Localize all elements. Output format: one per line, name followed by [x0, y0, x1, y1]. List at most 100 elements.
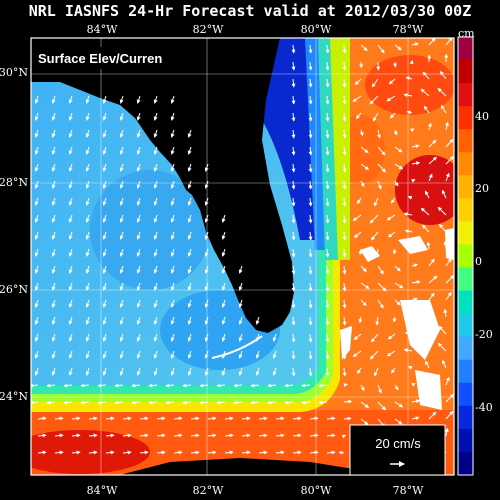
colorbar-swatch	[458, 37, 473, 61]
current-vector	[46, 383, 56, 388]
current-vector	[68, 180, 73, 189]
current-vector	[122, 433, 132, 438]
current-vector	[46, 400, 56, 405]
current-vector	[221, 333, 226, 342]
current-vector	[352, 350, 362, 357]
current-vector	[387, 333, 396, 340]
current-vector	[422, 71, 430, 80]
current-vector	[85, 248, 90, 257]
current-vector	[444, 427, 449, 437]
current-vector	[85, 265, 90, 274]
current-vector	[37, 416, 47, 421]
current-vector	[136, 282, 141, 291]
current-vector	[119, 265, 124, 274]
current-vector	[291, 316, 296, 326]
current-vector	[445, 257, 452, 267]
current-vector	[204, 333, 209, 342]
current-vector	[34, 282, 39, 291]
current-vector	[308, 129, 313, 139]
current-vector	[102, 282, 107, 291]
current-vector	[187, 282, 192, 291]
current-vector	[85, 299, 90, 308]
current-vector	[308, 112, 313, 122]
current-vector	[51, 146, 56, 155]
current-vector	[360, 146, 369, 153]
current-vector	[308, 265, 313, 275]
colorbar-swatch	[458, 313, 473, 338]
current-vector	[51, 367, 56, 376]
current-vector	[34, 163, 39, 172]
current-vector	[153, 265, 158, 274]
current-vector	[445, 393, 454, 403]
current-vector	[342, 299, 347, 309]
current-vector	[51, 214, 56, 223]
current-vector	[136, 112, 141, 121]
lat-label-24: 24°N	[0, 390, 28, 403]
current-vector	[438, 223, 447, 233]
current-vector	[136, 350, 141, 359]
current-vector	[318, 400, 328, 405]
current-vector	[136, 197, 141, 206]
current-vector	[403, 212, 413, 217]
current-vector	[85, 180, 90, 189]
current-vector	[352, 95, 362, 102]
current-vector	[85, 163, 90, 172]
current-vector	[410, 247, 415, 252]
current-vector	[325, 214, 330, 224]
current-vector	[358, 248, 363, 256]
current-vector	[425, 360, 430, 369]
current-vector	[187, 231, 192, 240]
current-vector	[51, 231, 56, 240]
current-vector	[420, 343, 430, 352]
current-vector	[51, 248, 56, 257]
current-vector	[326, 450, 336, 455]
current-vector	[102, 333, 107, 342]
current-vector	[308, 316, 313, 326]
current-vector	[34, 367, 39, 376]
current-vector	[445, 291, 452, 301]
current-vector	[153, 316, 158, 325]
current-vector	[291, 333, 296, 343]
current-vector	[267, 400, 277, 405]
current-vector	[445, 410, 454, 420]
current-vector	[250, 400, 260, 405]
current-vector	[233, 383, 243, 388]
current-vector	[325, 163, 330, 173]
current-vector	[68, 367, 73, 376]
current-vector	[54, 433, 64, 438]
current-vector	[318, 383, 328, 388]
current-vector	[342, 316, 347, 326]
current-vector	[34, 214, 39, 223]
current-vector	[34, 231, 39, 240]
current-vector	[119, 95, 124, 104]
current-vector	[369, 214, 379, 224]
current-vector	[122, 416, 132, 421]
current-vector	[85, 95, 90, 104]
current-vector	[308, 367, 313, 377]
current-vector	[136, 333, 141, 342]
current-vector	[221, 367, 226, 376]
lon-label-84-top: 84°W	[86, 23, 118, 36]
current-vector	[136, 367, 141, 376]
current-vector	[369, 95, 379, 105]
current-vector	[54, 450, 64, 455]
current-vector	[445, 376, 450, 386]
current-vector	[391, 367, 396, 374]
current-vector	[131, 383, 141, 388]
current-vector	[139, 450, 149, 455]
current-vector	[148, 400, 158, 405]
current-vector	[119, 197, 124, 206]
current-vector	[325, 197, 330, 207]
current-vector	[291, 146, 296, 156]
current-vector	[338, 450, 345, 455]
current-vector	[407, 195, 413, 200]
current-vector	[420, 207, 430, 216]
current-vector	[291, 248, 296, 258]
current-vector	[375, 248, 380, 258]
current-vector	[204, 163, 209, 172]
current-vector	[187, 180, 192, 189]
scale-vector-label: 20 cm/s	[375, 436, 421, 451]
current-vector	[204, 282, 209, 291]
current-vector	[404, 331, 413, 336]
